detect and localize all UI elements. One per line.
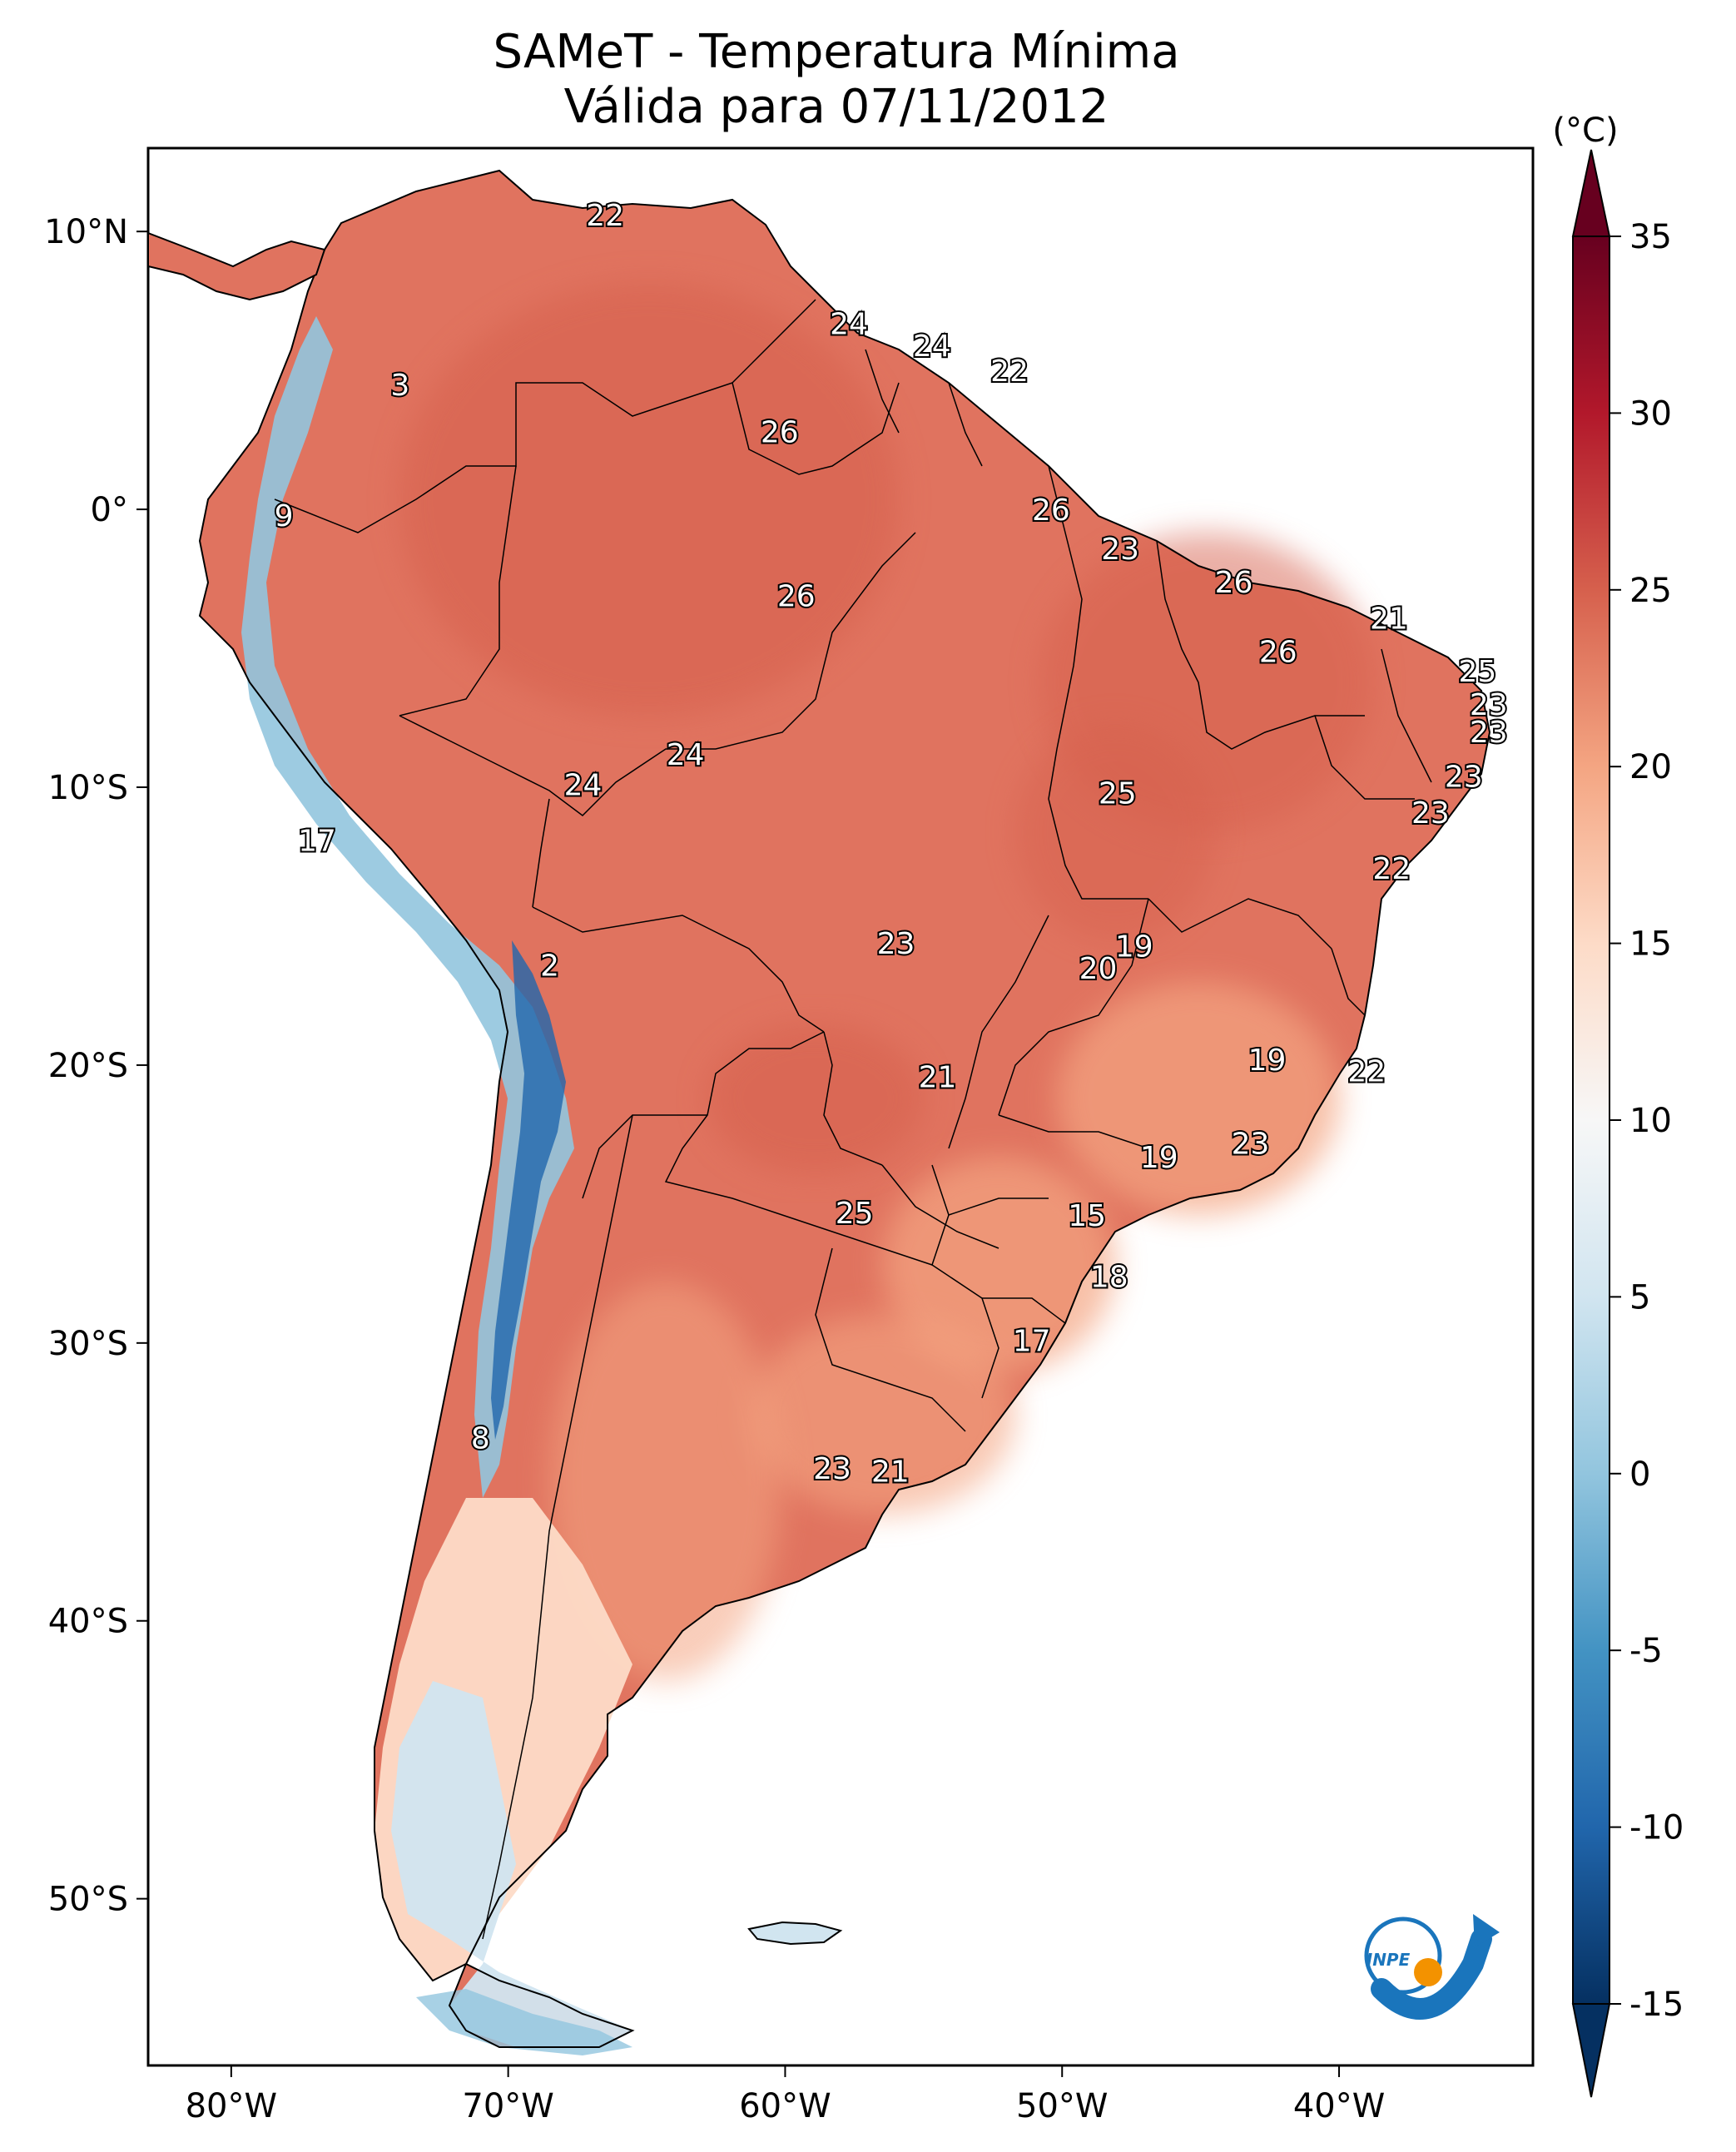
temperature-value-label: 24 bbox=[667, 738, 705, 772]
temperature-value-label: 23 bbox=[813, 1452, 851, 1486]
x-axis-ticks: 80°W 70°W 60°W 50°W 40°W bbox=[186, 2065, 1385, 2125]
temperature-value-label: 21 bbox=[871, 1455, 910, 1489]
colorbar-tick-label: 15 bbox=[1629, 925, 1672, 964]
temperature-value-label: 15 bbox=[1068, 1199, 1106, 1233]
temperature-value-label: 22 bbox=[990, 355, 1029, 389]
colorbar-tick-label: 5 bbox=[1629, 1278, 1650, 1316]
central-america bbox=[148, 231, 326, 301]
x-tick-label: 40°W bbox=[1293, 2087, 1385, 2125]
logo-text: INPE bbox=[1366, 1950, 1411, 1970]
map-title-line1: SAMeT - Temperatura Mínima bbox=[493, 25, 1180, 79]
inpe-logo: INPE bbox=[1364, 1914, 1500, 2020]
warm-core-chaco bbox=[707, 1024, 924, 1173]
colorbar-tick-label: 35 bbox=[1629, 218, 1672, 256]
temperature-value-label: 23 bbox=[1470, 688, 1508, 722]
x-tick-label: 60°W bbox=[739, 2087, 831, 2125]
andes-coldest-core bbox=[491, 940, 566, 1440]
colorbar-tick-label: 20 bbox=[1629, 748, 1672, 786]
temperature-value-label: 19 bbox=[1248, 1044, 1287, 1078]
temperature-value-label: 23 bbox=[1470, 716, 1508, 750]
temperature-value-label: 23 bbox=[1101, 533, 1139, 567]
colorbar-unit: (°C) bbox=[1552, 112, 1618, 150]
colorbar-body bbox=[1573, 236, 1610, 2004]
temperature-value-label: 26 bbox=[761, 416, 799, 450]
temperature-value-label: 23 bbox=[877, 927, 915, 961]
temperature-value-label: 26 bbox=[1032, 493, 1070, 528]
temperature-value-label: 25 bbox=[1459, 655, 1497, 689]
colorbar-bottom-arrow bbox=[1571, 2003, 1611, 2098]
patagonia-cold bbox=[391, 1681, 632, 2047]
temperature-value-label: 22 bbox=[1347, 1055, 1386, 1089]
colorbar-tick-label: -15 bbox=[1629, 1986, 1684, 2024]
logo-ring bbox=[1364, 1916, 1442, 1995]
y-tick-label: 10°N bbox=[44, 213, 128, 251]
x-tick-label: 80°W bbox=[186, 2087, 277, 2125]
mild-argentina bbox=[549, 1282, 782, 1681]
y-tick-label: 20°S bbox=[48, 1047, 128, 1085]
tierra-del-fuego bbox=[416, 1989, 632, 2055]
y-tick-label: 40°S bbox=[48, 1603, 128, 1641]
colorbar-ticks: 35 30 25 20 15 10 5 0 -5 -10 -15 bbox=[1610, 218, 1684, 2024]
warm-core-tocantins bbox=[1015, 724, 1215, 940]
colorbar-top-arrow bbox=[1571, 149, 1611, 237]
x-tick-label: 70°W bbox=[462, 2087, 553, 2125]
temperature-value-label: 26 bbox=[1215, 566, 1253, 600]
temperature-value-label: 22 bbox=[586, 199, 624, 233]
temperature-value-label: 21 bbox=[919, 1060, 957, 1094]
temperature-value-label: 19 bbox=[1140, 1141, 1178, 1175]
logo-orange-dot bbox=[1414, 1958, 1442, 1986]
colorbar-tick-label: 10 bbox=[1629, 1102, 1672, 1140]
temperature-value-label: 3 bbox=[390, 369, 409, 403]
map-title-line2: Válida para 07/11/2012 bbox=[563, 80, 1109, 134]
temperature-value-label: 24 bbox=[913, 330, 951, 364]
y-tick-label: 0° bbox=[91, 491, 128, 529]
temperature-value-label: 24 bbox=[830, 307, 868, 341]
colorbar-tick-label: 0 bbox=[1629, 1455, 1650, 1494]
y-tick-label: 30°S bbox=[48, 1325, 128, 1363]
mild-uruguay bbox=[749, 1315, 1015, 1515]
temperature-value-label: 25 bbox=[836, 1197, 874, 1231]
y-axis-ticks: 10°N 0° 10°S 20°S 30°S 40°S 50°S bbox=[44, 213, 148, 1919]
temperature-value-label: 23 bbox=[1445, 761, 1483, 795]
temperature-value-label: 24 bbox=[564, 769, 603, 803]
temperature-value-label: 23 bbox=[1411, 796, 1450, 831]
y-tick-label: 10°S bbox=[48, 769, 128, 807]
temperature-value-label: 17 bbox=[298, 824, 336, 858]
colorbar-tick-label: -10 bbox=[1629, 1809, 1684, 1847]
temperature-value-label: 21 bbox=[1370, 602, 1408, 636]
temperature-value-label: 23 bbox=[1232, 1127, 1270, 1161]
warm-core-amazon bbox=[399, 283, 899, 716]
temperature-field bbox=[148, 169, 1491, 2055]
colorbar-tick-label: 30 bbox=[1629, 394, 1672, 433]
y-tick-label: 50°S bbox=[48, 1881, 128, 1919]
temperature-value-label: 19 bbox=[1115, 930, 1153, 964]
temperature-value-label: 26 bbox=[777, 580, 816, 614]
temperature-value-label: 2 bbox=[540, 950, 559, 984]
temperature-value-label: 26 bbox=[1259, 635, 1297, 669]
colorbar-tick-label: 25 bbox=[1629, 572, 1672, 610]
falkland-islands bbox=[747, 1921, 843, 1946]
temperature-value-label: 8 bbox=[471, 1421, 490, 1455]
andes-cold-band bbox=[241, 316, 574, 1498]
colorbar-tick-label: -5 bbox=[1629, 1632, 1663, 1670]
temperature-value-label: 20 bbox=[1079, 952, 1118, 986]
mild-southeast bbox=[1057, 982, 1340, 1215]
temperature-value-label: 17 bbox=[1013, 1324, 1051, 1358]
logo-swoosh bbox=[1371, 1928, 1492, 2020]
temperature-value-label: 9 bbox=[275, 499, 294, 533]
colorbar: (°C) 35 30 25 20 15 10 5 0 -5 -10 -15 bbox=[1552, 112, 1684, 2098]
country-borders bbox=[274, 299, 1432, 1940]
mild-south-brazil bbox=[882, 1157, 1115, 1373]
temperature-value-label: 25 bbox=[1099, 777, 1137, 811]
logo-arrow bbox=[1473, 1914, 1500, 1947]
continent-outline bbox=[198, 169, 1491, 2048]
x-tick-label: 50°W bbox=[1016, 2087, 1108, 2125]
temperature-value-label: 18 bbox=[1090, 1261, 1128, 1295]
temperature-value-label: 22 bbox=[1372, 852, 1411, 886]
